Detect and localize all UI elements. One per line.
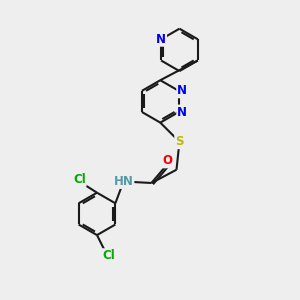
Text: N: N: [156, 33, 166, 46]
Text: S: S: [175, 135, 184, 148]
Text: O: O: [163, 154, 173, 167]
Text: Cl: Cl: [73, 173, 86, 186]
Text: N: N: [177, 84, 187, 97]
Text: Cl: Cl: [102, 249, 115, 262]
Text: HN: HN: [114, 175, 134, 188]
Text: N: N: [177, 106, 187, 118]
